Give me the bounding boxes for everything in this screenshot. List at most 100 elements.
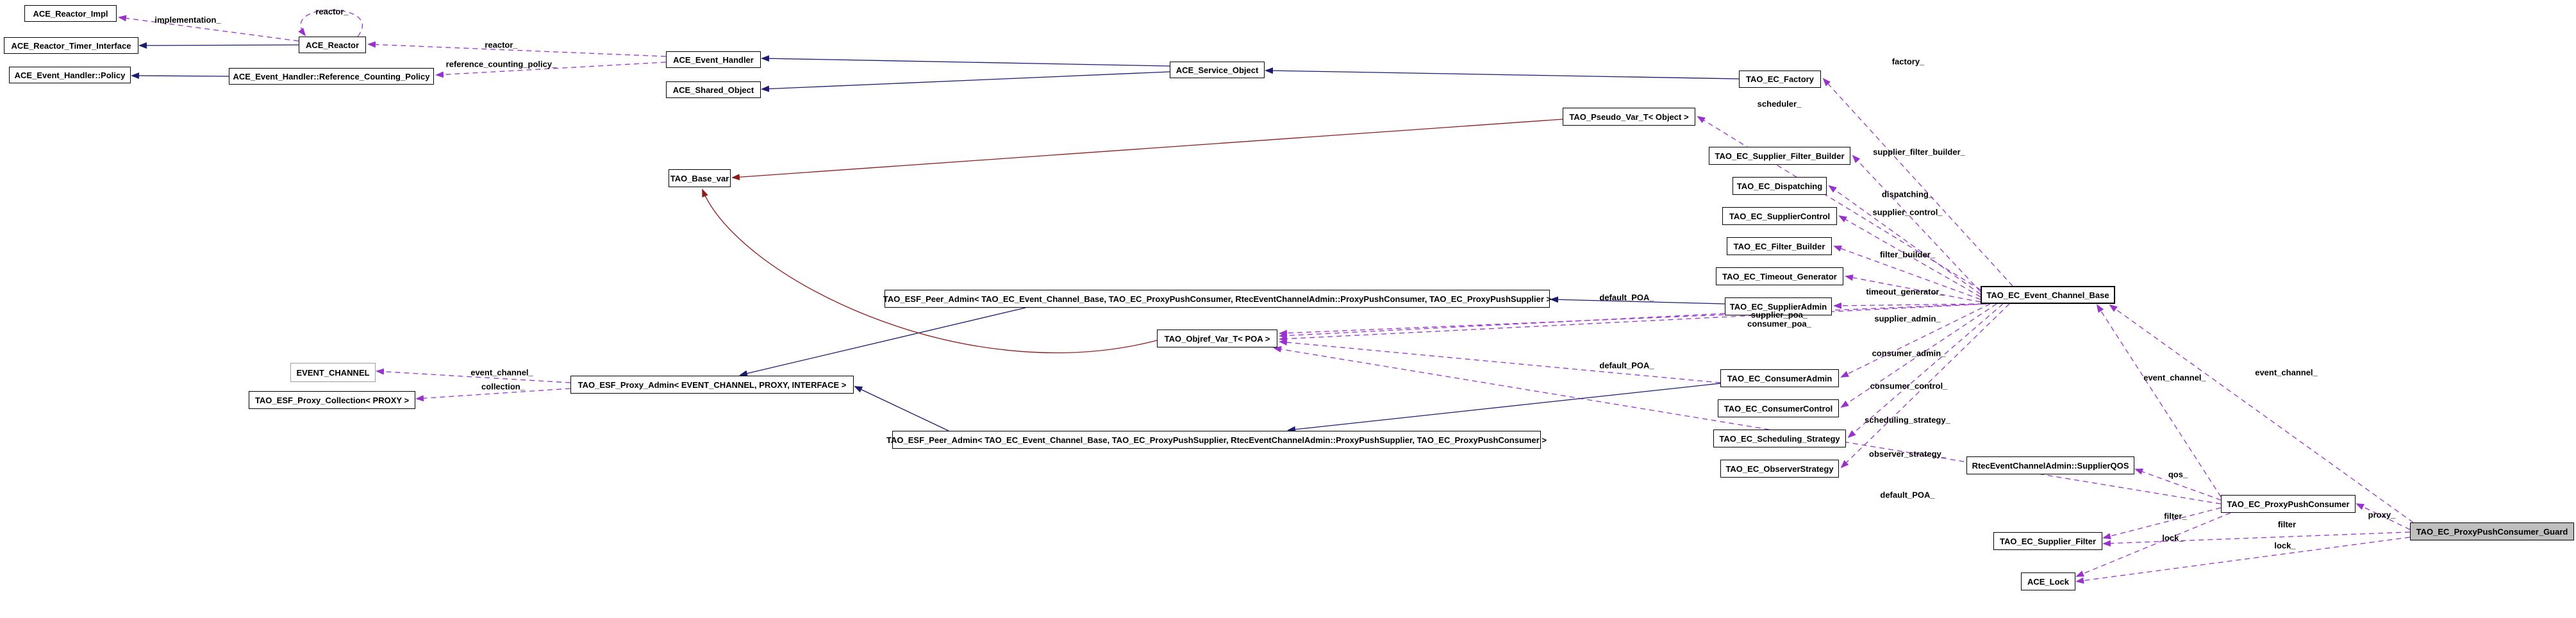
edge-label-event-channel: event_channel_ bbox=[2143, 372, 2206, 383]
node-ace-event-handler-reference-counting-policy[interactable]: ACE_Event_Handler::Reference_Counting_Po… bbox=[229, 68, 434, 85]
edge-inheritance bbox=[1287, 383, 1721, 433]
edge-label-filter-builder: filter_builder_ bbox=[1880, 249, 1935, 260]
edge-label-reactor: reactor_ bbox=[315, 6, 349, 17]
edge-inheritance bbox=[1265, 67, 1740, 79]
edge-label-observer-strategy: observer_strategy_ bbox=[1869, 449, 1946, 459]
edge-label-supplier-filter-builder: supplier_filter_builder_ bbox=[1873, 147, 1965, 157]
edge-label-timeout-generator: timeout_generator_ bbox=[1866, 287, 1944, 297]
node-tao-ec-proxy-push-consumer[interactable]: TAO_EC_ProxyPushConsumer bbox=[2221, 495, 2356, 513]
edge-usage-lock bbox=[2075, 512, 2231, 577]
edge-label-scheduler: scheduler_ bbox=[1757, 99, 1802, 109]
node-tao-ec-scheduling-strategy[interactable]: TAO_EC_Scheduling_Strategy bbox=[1713, 430, 1846, 447]
edge-label-lock: lock_ bbox=[2274, 540, 2296, 551]
node-tao-ec-dispatching[interactable]: TAO_EC_Dispatching bbox=[1733, 177, 1827, 195]
node-tao-esf-proxy-admin[interactable]: TAO_ESF_Proxy_Admin< EVENT_CHANNEL, PROX… bbox=[570, 376, 854, 394]
node-rtec-supplier-qos[interactable]: RtecEventChannelAdmin::SupplierQOS bbox=[1966, 456, 2134, 474]
edge-label-default-POA: default_POA_ bbox=[1599, 292, 1654, 303]
node-tao-base-var[interactable]: TAO_Base_var bbox=[669, 169, 731, 187]
node-ace-service-object[interactable]: ACE_Service_Object bbox=[1170, 62, 1265, 78]
edge-inheritance bbox=[761, 71, 1170, 92]
edge-label-reactor: reactor_ bbox=[485, 40, 518, 50]
edge-label-consumer-control: consumer_control_ bbox=[1870, 381, 1948, 391]
node-tao-objref-var-t-poa[interactable]: TAO_Objref_Var_T< POA > bbox=[1157, 330, 1277, 347]
edge-usage-qos bbox=[2134, 469, 2222, 501]
node-ace-lock[interactable]: ACE_Lock bbox=[2021, 572, 2075, 590]
node-ace-event-handler-policy[interactable]: ACE_Event_Handler::Policy bbox=[9, 67, 131, 83]
edge-usage-reactor bbox=[367, 41, 667, 57]
edge-inheritance bbox=[854, 386, 949, 431]
node-tao-ec-consumer-admin[interactable]: TAO_EC_ConsumerAdmin bbox=[1720, 369, 1839, 387]
edge-usage-factory bbox=[1822, 78, 2013, 287]
edge-label-qos: qos_ bbox=[2168, 469, 2188, 480]
edge-label-supplier-poa: supplier_poa_ bbox=[1750, 310, 1808, 320]
edge-inheritance bbox=[1550, 296, 1725, 305]
edge-label-factory: factory_ bbox=[1891, 56, 1925, 67]
node-tao-esf-peer-admin-consumer[interactable]: TAO_ESF_Peer_Admin< TAO_EC_Event_Channel… bbox=[883, 290, 1551, 308]
edge-inheritance bbox=[739, 307, 1026, 377]
edge-label-default-POA: default_POA_ bbox=[1599, 360, 1654, 371]
node-tao-esf-proxy-collection[interactable]: TAO_ESF_Proxy_Collection< PROXY > bbox=[249, 391, 415, 409]
edge-usage-reactor bbox=[298, 9, 363, 37]
edge-label-consumer-poa: consumer_poa_ bbox=[1747, 319, 1811, 329]
edge-usage-default-POA bbox=[1273, 346, 2222, 505]
edge-usage-lock bbox=[2075, 537, 2411, 584]
node-tao-ec-filter-builder[interactable]: TAO_EC_Filter_Builder bbox=[1727, 237, 1832, 255]
edge-usage-dispatching bbox=[1828, 185, 1981, 295]
edge-label-filter: filter bbox=[2277, 519, 2297, 530]
edge-usage-supplier-control bbox=[1838, 215, 1981, 297]
edge-usage-consumer-admin bbox=[1840, 303, 1991, 378]
edge-usage-proxy bbox=[2356, 503, 2411, 530]
node-tao-pseudo-var-t-object[interactable]: TAO_Pseudo_Var_T< Object > bbox=[1563, 108, 1695, 126]
node-tao-ec-event-channel-base[interactable]: TAO_EC_Event_Channel_Base bbox=[1981, 286, 2115, 304]
edge-usage-supplier-admin bbox=[1833, 302, 1983, 309]
node-ace-reactor-timer-interface[interactable]: ACE_Reactor_Timer_Interface bbox=[4, 37, 138, 54]
node-ace-shared-object[interactable]: ACE_Shared_Object bbox=[666, 81, 761, 98]
node-tao-ec-supplier-control[interactable]: TAO_EC_SupplierControl bbox=[1722, 207, 1837, 225]
edge-usage-default-POA bbox=[1279, 339, 1721, 383]
edge-label-supplier-admin: supplier_admin_ bbox=[1874, 313, 1941, 324]
edge-usage-default-POA bbox=[1279, 313, 1725, 339]
edge-usage-collection bbox=[415, 388, 571, 402]
node-tao-ec-consumer-control[interactable]: TAO_EC_ConsumerControl bbox=[1718, 399, 1839, 417]
edge-label-implementation: implementation_ bbox=[154, 15, 221, 25]
node-tao-ec-supplier-admin[interactable]: TAO_EC_SupplierAdmin bbox=[1725, 297, 1832, 315]
edge-usage-timeout-generator bbox=[1845, 274, 1981, 303]
edge-template bbox=[702, 188, 1158, 353]
node-tao-ec-proxy-push-consumer-guard: TAO_EC_ProxyPushConsumer_Guard bbox=[2410, 522, 2574, 540]
edge-label-dispatching: dispatching_ bbox=[1881, 189, 1934, 199]
node-ace-event-handler[interactable]: ACE_Event_Handler bbox=[666, 51, 761, 68]
edge-label-collection: collection_ bbox=[481, 381, 525, 392]
node-tao-ec-timeout-generator[interactable]: TAO_EC_Timeout_Generator bbox=[1716, 267, 1843, 285]
edge-usage-consumer-poa bbox=[1279, 303, 1988, 342]
edge-inheritance bbox=[138, 42, 299, 49]
edge-label-scheduling-strategy: scheduling_strategy_ bbox=[1865, 415, 1950, 425]
edge-usage-implementation bbox=[118, 15, 299, 42]
edge-usage-observer-strategy bbox=[1840, 303, 2010, 469]
edge-template bbox=[731, 119, 1563, 181]
node-ace-reactor-impl[interactable]: ACE_Reactor_Impl bbox=[24, 5, 117, 22]
edge-label-event-channel: event_channel_ bbox=[470, 367, 533, 378]
edge-label-default-POA: default_POA_ bbox=[1880, 490, 1935, 500]
edge-usage-event-channel bbox=[2109, 304, 2414, 523]
edge-usage-event-channel bbox=[376, 368, 571, 383]
edge-usage-filter bbox=[2102, 507, 2222, 540]
node-tao-ec-supplier-filter[interactable]: TAO_EC_Supplier_Filter bbox=[1993, 532, 2102, 550]
edge-usage-event-channel bbox=[2096, 304, 2222, 497]
edge-inheritance bbox=[761, 55, 1170, 67]
edge-label-consumer-admin: consumer_admin_ bbox=[1872, 348, 1946, 358]
edge-usage-consumer-control bbox=[1840, 303, 1997, 408]
edge-label-proxy: proxy_ bbox=[2368, 510, 2396, 520]
edge-usage-filter-builder bbox=[1833, 246, 1981, 300]
node-tao-esf-peer-admin-supplier[interactable]: TAO_ESF_Peer_Admin< TAO_EC_Event_Channel… bbox=[886, 431, 1547, 449]
edge-label-supplier-control: supplier_control_ bbox=[1872, 207, 1943, 217]
edge-label-lock: lock_ bbox=[2162, 533, 2184, 543]
node-tao-ec-observer-strategy[interactable]: TAO_EC_ObserverStrategy bbox=[1720, 460, 1839, 478]
edge-usage-supplier-poa bbox=[1279, 303, 1984, 337]
node-tao-ec-supplier-filter-builder[interactable]: TAO_EC_Supplier_Filter_Builder bbox=[1709, 147, 1850, 165]
edge-usage-supplier-filter-builder bbox=[1852, 154, 1981, 292]
node-ace-reactor[interactable]: ACE_Reactor bbox=[299, 37, 366, 53]
edge-usage-scheduler bbox=[1697, 115, 1981, 290]
edge-label-filter: filter_ bbox=[2164, 511, 2187, 521]
node-tao-ec-factory[interactable]: TAO_EC_Factory bbox=[1739, 71, 1821, 88]
